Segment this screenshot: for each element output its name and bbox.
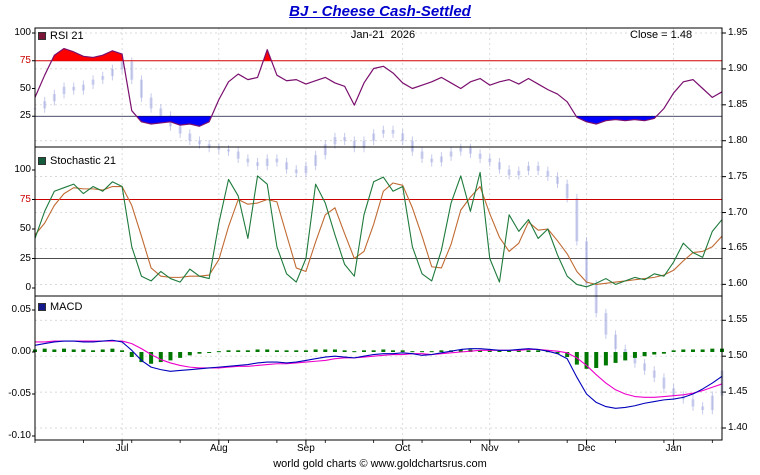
month-label: Jan [665,443,682,454]
macd-tick-label: -0.05 [8,388,31,399]
price-tick-label: 1.65 [728,242,748,254]
close-value-label: Close = 1.48 [630,29,693,41]
rsi-tick-label: 50 [19,82,31,94]
price-tick-label: 1.70 [728,206,748,218]
stochastic-legend-swatch-icon [38,157,46,165]
rsi-legend-swatch-icon [38,32,46,40]
macd-tick-label: -0.10 [8,430,31,441]
price-tick-label: 1.80 [728,134,748,146]
price-tick-label: 1.45 [728,386,748,398]
price-tick-label: 1.95 [728,27,748,38]
stochastic-tick-label: 75 [19,193,31,205]
macd-tick-label: 0.05 [11,304,31,315]
stochastic-tick-label: 50 [19,223,31,234]
rsi-panel-label: RSI 21 [38,30,84,42]
macd-tick-label: 0.00 [11,346,31,357]
month-label: Sep [297,443,315,454]
credit-footer: world gold charts © www.goldchartsrus.co… [273,458,487,470]
rsi-tick-label: 25 [19,110,31,122]
rsi-panel-label-text: RSI 21 [50,30,84,42]
price-tick-label: 1.75 [728,170,748,182]
month-label: Jul [115,443,129,454]
rsi-tick-label: 100 [14,27,31,38]
month-label: Dec [577,443,596,454]
price-tick-label: 1.55 [728,314,748,326]
rsi-tick-label: 75 [19,54,31,66]
chart-title: BJ - Cheese Cash-Settled [289,3,471,20]
stochastic-panel-label-text: Stochastic 21 [50,155,117,167]
month-label: Oct [394,443,411,454]
price-tick-label: 1.50 [728,350,748,362]
stochastic-panel-label: Stochastic 21 [38,155,116,167]
date-label: Jan-21 2026 [350,29,416,41]
stochastic-tick-label: 100 [14,164,31,175]
stochastic-tick-label: 25 [19,252,31,264]
month-label: Nov [480,443,499,454]
macd-panel-label-text: MACD [50,301,83,313]
price-tick-label: 1.40 [728,422,748,433]
stochastic-tick-label: 0 [25,282,31,293]
price-tick-label: 1.90 [728,62,748,74]
macd-panel-label: MACD [38,301,82,313]
macd-legend-swatch-icon [38,303,46,311]
month-label: Aug [209,443,228,454]
price-tick-label: 1.60 [728,278,748,290]
price-tick-label: 1.85 [728,98,748,110]
